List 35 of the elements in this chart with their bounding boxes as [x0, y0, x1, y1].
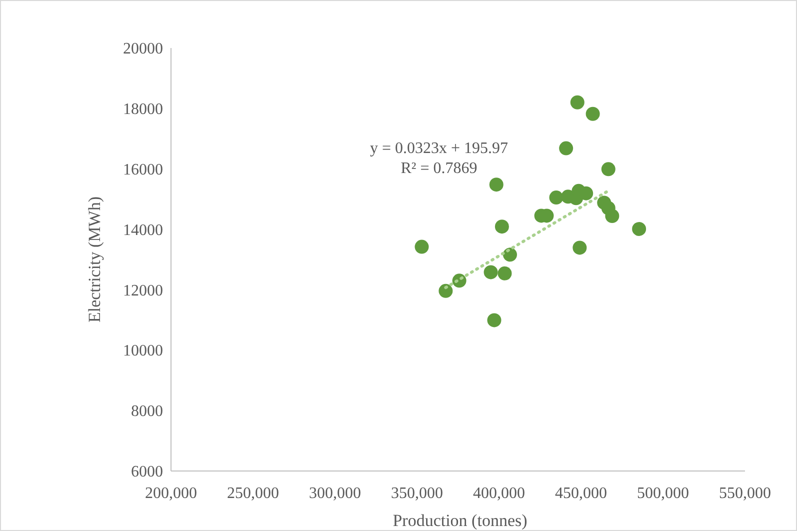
x-tick-label: 250,000 — [227, 485, 279, 502]
x-tick-label: 350,000 — [391, 485, 443, 502]
point — [632, 222, 646, 236]
point — [601, 162, 616, 176]
x-axis-title: Production (tonnes) — [392, 511, 528, 530]
x-tick-label: 300,000 — [309, 485, 361, 502]
point — [414, 240, 429, 254]
x-tick-label: 550,000 — [719, 485, 771, 502]
y-tick-label: 14000 — [123, 222, 163, 239]
x-tick-label: 450,000 — [555, 485, 607, 502]
point — [484, 265, 498, 280]
point — [549, 190, 564, 205]
y-tick-label: 16000 — [123, 161, 163, 178]
point — [605, 208, 620, 223]
y-tick-label: 8000 — [131, 403, 163, 420]
y-tick-label: 6000 — [131, 464, 163, 481]
y-tick-label: 18000 — [123, 101, 163, 118]
point — [494, 220, 509, 234]
annotation: R² = 0.7869 — [400, 160, 478, 177]
y-axis-title: Electricity (MWh) — [85, 196, 104, 323]
x-tick-label: 200,000 — [145, 485, 197, 502]
annotation: y = 0.0323x + 195.97 — [370, 140, 508, 157]
y-tick-label: 12000 — [123, 282, 163, 300]
y-tick-label: 10000 — [123, 342, 163, 360]
point — [570, 95, 584, 110]
point — [498, 266, 512, 280]
y-tick-label: 20000 — [123, 40, 163, 58]
point — [572, 240, 587, 255]
x-tick-label: 500,000 — [637, 485, 689, 502]
point — [438, 284, 453, 298]
point — [489, 178, 504, 192]
point — [586, 106, 600, 121]
point — [487, 313, 502, 328]
x-tick-label: 400,000 — [473, 485, 525, 502]
point — [559, 141, 574, 156]
